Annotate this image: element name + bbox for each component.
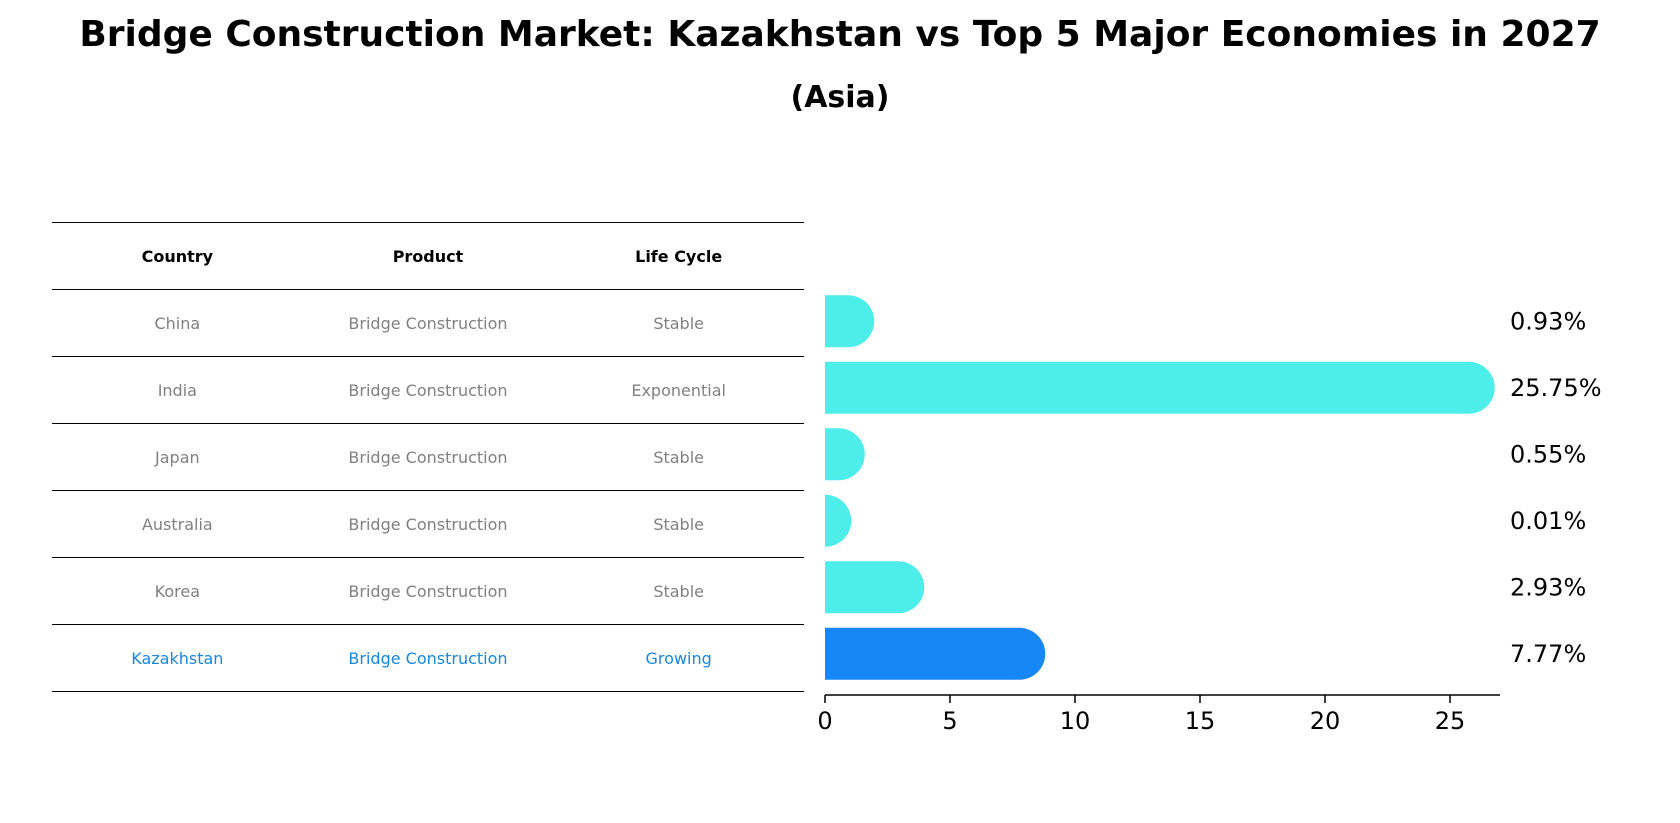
bar-india [825, 361, 1495, 414]
cell-product: Bridge Construction [302, 289, 554, 357]
cell-life-cycle: Stable [553, 557, 804, 625]
chart-subtitle: (Asia) [790, 80, 890, 115]
cell-product: Bridge Construction [302, 490, 554, 558]
value-label-china: 0.93% [1510, 307, 1586, 335]
cell-life-cycle: Stable [553, 423, 804, 491]
table-row: Japan Bridge Construction Stable [52, 423, 804, 491]
value-label-australia: 0.01% [1510, 507, 1586, 535]
cell-country: Korea [52, 557, 303, 625]
header-product: Product [302, 222, 554, 290]
cell-product: Bridge Construction [302, 624, 554, 692]
table-row-highlight: Kazakhstan Bridge Construction Growing [52, 624, 804, 692]
table-header-row: Country Product Life Cycle [52, 222, 804, 290]
table-row: India Bridge Construction Exponential [52, 356, 804, 424]
cell-country: India [52, 356, 303, 424]
value-label-korea: 2.93% [1510, 573, 1586, 601]
cell-life-cycle: Stable [553, 490, 804, 558]
bar-korea [825, 561, 925, 614]
bar-kazakhstan [825, 627, 1046, 680]
header-life-cycle: Life Cycle [553, 222, 804, 290]
market-table: Country Product Life Cycle China Bridge … [52, 222, 804, 692]
cell-country: Australia [52, 490, 303, 558]
value-label-india: 25.75% [1510, 374, 1602, 402]
x-tick-label: 25 [1435, 707, 1466, 735]
bar-australia [825, 494, 852, 547]
x-tick-label: 10 [1060, 707, 1091, 735]
x-tick-label: 20 [1310, 707, 1341, 735]
cell-country: Kazakhstan [52, 624, 303, 692]
table-row: Korea Bridge Construction Stable [52, 557, 804, 625]
cell-country: China [52, 289, 303, 357]
table-row: Australia Bridge Construction Stable [52, 490, 804, 558]
bar-japan [825, 428, 865, 481]
bar-china [825, 295, 875, 348]
cell-life-cycle: Stable [553, 289, 804, 357]
x-tick-label: 5 [942, 707, 957, 735]
cell-life-cycle: Exponential [553, 356, 804, 424]
chart-title: Bridge Construction Market: Kazakhstan v… [79, 14, 1601, 55]
x-tick-label: 0 [817, 707, 832, 735]
header-country: Country [52, 222, 303, 290]
cell-product: Bridge Construction [302, 423, 554, 491]
cell-life-cycle: Growing [553, 624, 804, 692]
value-label-kazakhstan: 7.77% [1510, 640, 1586, 668]
value-label-japan: 0.55% [1510, 440, 1586, 468]
cell-product: Bridge Construction [302, 356, 554, 424]
cell-country: Japan [52, 423, 303, 491]
table-row: China Bridge Construction Stable [52, 289, 804, 357]
x-tick-label: 15 [1185, 707, 1216, 735]
